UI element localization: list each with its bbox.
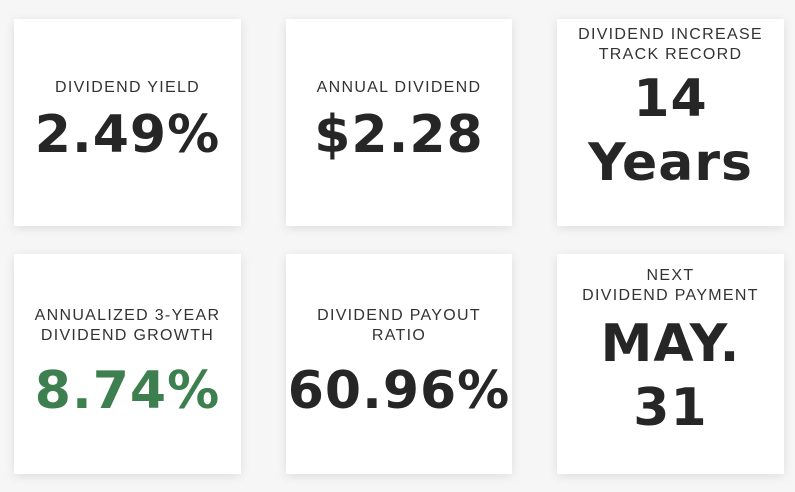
annualized-dividend-growth-label: ANNUALIZED 3-YEAR DIVIDEND GROWTH [34,307,221,344]
dividend-increase-track-record-value: 14 Years [588,69,753,193]
next-dividend-payment-label: NEXT DIVIDEND PAYMENT [582,267,759,304]
annual-dividend-label: ANNUAL DIVIDEND [316,78,482,96]
next-dividend-payment-card: NEXT DIVIDEND PAYMENT MAY. 31 [557,254,784,474]
annual-dividend-value: $2.28 [314,104,484,165]
dividend-payout-ratio-value: 60.96% [287,361,511,421]
dividend-payout-ratio-label: DIVIDEND PAYOUT RATIO [317,307,481,344]
dividend-yield-label: DIVIDEND YIELD [54,78,201,96]
annualized-dividend-growth-card: ANNUALIZED 3-YEAR DIVIDEND GROWTH 8.74% [14,254,241,474]
dividend-increase-track-record-label: DIVIDEND INCREASE TRACK RECORD [578,26,763,63]
dividend-yield-card: DIVIDEND YIELD 2.49% [14,19,241,226]
dividend-payout-ratio-card: DIVIDEND PAYOUT RATIO 60.96% [286,254,512,474]
next-dividend-payment-value: MAY. 31 [600,314,741,438]
annualized-dividend-growth-value: 8.74% [34,361,221,421]
dividend-increase-track-record-card: DIVIDEND INCREASE TRACK RECORD 14 Years [557,19,784,226]
dividend-yield-value: 2.49% [34,104,221,165]
annual-dividend-card: ANNUAL DIVIDEND $2.28 [286,19,512,226]
